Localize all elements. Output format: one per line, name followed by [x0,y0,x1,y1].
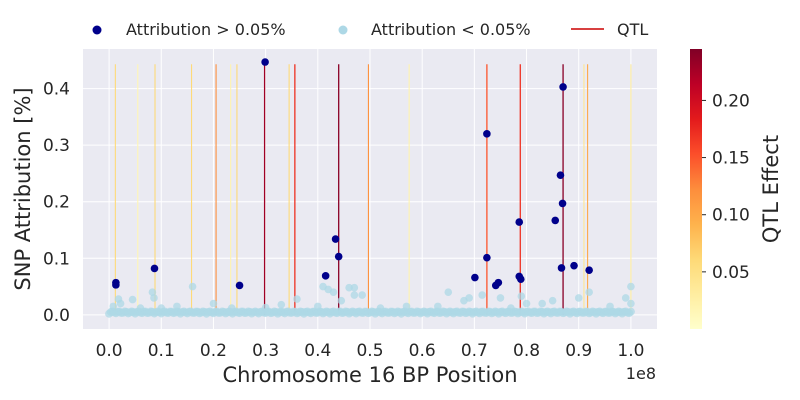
x-tick-label: 0.9 [565,341,592,361]
high-attribution-point [557,264,566,272]
legend-label-high: Attribution > 0.05% [126,20,286,39]
low-attribution-point [157,304,166,312]
high-attribution-point [585,266,593,274]
low-attribution-point [496,294,505,302]
high-attribution-point [483,130,491,138]
low-attribution-point [522,299,531,308]
y-tick-label: 0.1 [43,249,70,269]
low-attribution-point [444,288,453,297]
high-attribution-point [235,281,244,290]
low-attribution-point [548,296,557,305]
high-attribution-point [558,199,567,208]
low-attribution-point [314,302,322,311]
qtl-lines [114,64,632,315]
high-attribution-point [494,278,503,287]
low-attribution-point [402,302,411,311]
low-attribution-point [376,304,385,312]
high-attribution-point [559,83,567,91]
y-axis-label: SNP Attribution [%] [11,87,35,290]
x-axis-label: Chromosome 16 BP Position [222,363,517,387]
low-attribution-point [345,283,353,292]
low-attribution-point [227,304,236,312]
y-axis-ticks: 0.0 0.1 0.2 0.3 0.4 [43,80,70,326]
low-attribution-point [109,302,118,311]
high-attribution-point [483,253,491,262]
colorbar-tick-label: 0.05 [712,263,750,283]
colorbar: 0.05 0.10 0.15 0.20 QTL Effect [690,49,783,329]
low-attribution-point [478,291,486,299]
low-attribution-points [105,282,635,318]
baseline-point [626,307,635,316]
low-attribution-point [465,294,473,302]
low-attribution-point [188,282,197,291]
high-attribution-point [112,281,120,289]
low-attribution-point [627,299,635,308]
low-attribution-point [627,282,635,291]
low-attribution-point [538,299,546,308]
y-tick-label: 0.3 [43,136,70,156]
low-attribution-point [621,294,630,302]
low-attribution-point [585,288,593,297]
low-attribution-point [337,296,346,305]
colorbar-ticks: 0.05 0.10 0.15 0.20 [702,91,750,283]
low-attribution-point [434,302,442,311]
high-attribution-point [556,171,565,179]
colorbar-label: QTL Effect [759,135,783,243]
high-attribution-point [515,218,524,226]
x-tick-label: 0.0 [96,341,123,361]
x-axis-ticks: 0.0 0.1 0.2 0.3 0.4 0.5 0.6 0.7 0.8 0.9 1.0 [96,341,645,361]
y-tick-label: 0.2 [43,193,70,213]
x-tick-label: 0.6 [409,341,436,361]
x-tick-label: 0.3 [252,341,279,361]
colorbar-tick-label: 0.20 [712,91,750,111]
low-attribution-point [350,283,359,292]
x-tick-label: 0.8 [513,341,540,361]
legend-dot-high [92,25,102,35]
low-attribution-point [173,302,181,311]
high-attribution-point [570,261,578,270]
high-attribution-point [334,252,343,261]
high-attribution-points [112,58,593,290]
low-attribution-point [136,304,145,312]
y-tick-label: 0.4 [43,80,70,100]
colorbar-tick-label: 0.10 [712,206,750,226]
low-attribution-point [261,303,270,312]
legend: Attribution > 0.05% Attribution < 0.05% … [92,20,648,39]
legend-label-qtl: QTL [617,20,648,39]
x-tick-label: 0.2 [200,341,227,361]
low-attribution-point [350,291,359,299]
low-attribution-point [606,302,614,311]
low-attribution-point [116,299,125,308]
colorbar-gradient [690,49,702,329]
low-attribution-point [329,288,338,297]
colorbar-tick-label: 0.15 [712,149,750,169]
high-attribution-point [331,235,340,243]
x-tick-label: 0.1 [148,341,175,361]
low-attribution-point [574,294,583,302]
high-attribution-point [261,58,269,66]
low-attribution-point [150,294,158,302]
high-attribution-point [321,272,330,280]
x-tick-label: 0.5 [356,341,383,361]
low-attribution-point [507,304,515,312]
low-attribution-point [209,299,218,308]
low-attribution-point [517,292,526,300]
high-attribution-point [150,264,159,273]
x-tick-label: 1.0 [617,341,644,361]
high-attribution-point [517,275,525,284]
x-axis-offset-label: 1e8 [626,364,656,383]
low-attribution-point [277,300,286,309]
low-attribution-point [293,295,301,303]
low-attribution-point [128,295,137,304]
high-attribution-point [551,216,560,225]
x-tick-label: 0.7 [461,341,488,361]
legend-label-low: Attribution < 0.05% [371,20,531,39]
low-attribution-point [358,291,366,299]
y-tick-label: 0.0 [43,306,70,326]
legend-dot-low [338,25,348,35]
high-attribution-point [471,273,479,282]
x-tick-label: 0.4 [304,341,331,361]
